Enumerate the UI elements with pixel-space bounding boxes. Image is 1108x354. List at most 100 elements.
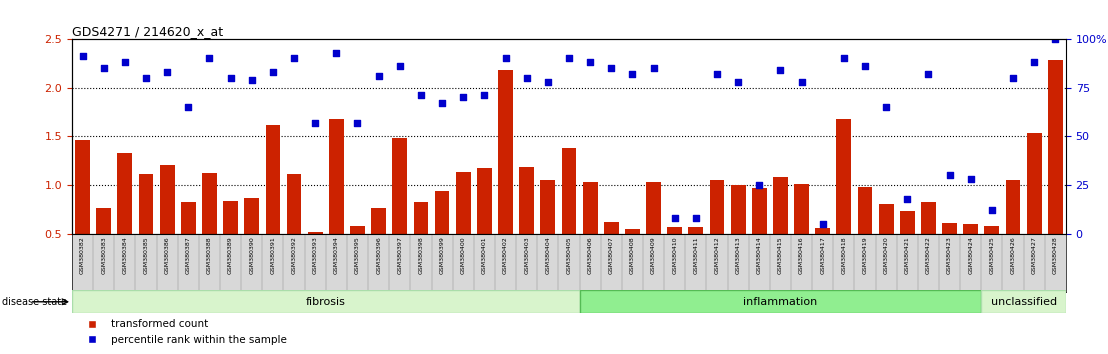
Point: [771, 67, 789, 73]
Bar: [160, 165, 175, 234]
Text: GSM380415: GSM380415: [778, 236, 783, 274]
Bar: [731, 185, 746, 234]
Text: GSM380414: GSM380414: [757, 236, 762, 274]
Text: GSM380419: GSM380419: [862, 236, 868, 274]
Point: [560, 56, 578, 61]
Bar: [434, 191, 450, 234]
Bar: [562, 148, 576, 234]
Text: GSM380423: GSM380423: [947, 236, 952, 274]
Bar: [476, 169, 492, 234]
Text: fibrosis: fibrosis: [306, 297, 346, 307]
Text: GDS4271 / 214620_x_at: GDS4271 / 214620_x_at: [72, 25, 223, 38]
Bar: [138, 174, 153, 234]
Point: [349, 120, 367, 125]
Bar: [520, 167, 534, 234]
Bar: [963, 224, 978, 234]
Bar: [245, 198, 259, 234]
Text: GSM380386: GSM380386: [165, 236, 170, 274]
Point: [835, 56, 853, 61]
Text: GSM380387: GSM380387: [186, 236, 191, 274]
Bar: [879, 204, 893, 234]
Bar: [583, 182, 597, 234]
Point: [899, 196, 916, 201]
Bar: [667, 227, 683, 234]
Bar: [604, 222, 618, 234]
Text: inflammation: inflammation: [743, 297, 818, 307]
Text: GSM380392: GSM380392: [291, 236, 297, 274]
Text: GSM380400: GSM380400: [461, 236, 465, 274]
Text: GSM380410: GSM380410: [673, 236, 677, 274]
Text: GSM380393: GSM380393: [312, 236, 318, 274]
Text: GSM380421: GSM380421: [905, 236, 910, 274]
Bar: [75, 140, 90, 234]
Point: [116, 59, 134, 65]
Point: [750, 182, 768, 188]
Bar: [773, 177, 788, 234]
Bar: [72, 290, 579, 313]
Point: [962, 176, 979, 182]
Point: [983, 207, 1001, 213]
Point: [391, 63, 409, 69]
Point: [243, 77, 260, 82]
Bar: [181, 201, 196, 234]
Point: [475, 92, 493, 98]
Bar: [117, 153, 132, 234]
Bar: [308, 232, 322, 234]
Bar: [837, 119, 851, 234]
Bar: [541, 180, 555, 234]
Point: [496, 56, 514, 61]
Bar: [942, 223, 957, 234]
Text: GSM380409: GSM380409: [652, 236, 656, 274]
Bar: [329, 119, 343, 234]
Text: disease state: disease state: [2, 297, 68, 307]
Text: GSM380428: GSM380428: [1053, 236, 1058, 274]
Text: GSM380416: GSM380416: [799, 236, 804, 274]
Text: GSM380404: GSM380404: [545, 236, 551, 274]
Bar: [646, 182, 661, 234]
Text: GSM380391: GSM380391: [270, 236, 276, 274]
Point: [137, 75, 155, 81]
Text: GSM380422: GSM380422: [926, 236, 931, 274]
Text: GSM380417: GSM380417: [820, 236, 825, 274]
Text: GSM380405: GSM380405: [566, 236, 572, 274]
Bar: [202, 173, 217, 234]
Point: [582, 59, 599, 65]
Point: [222, 75, 239, 81]
Point: [201, 56, 218, 61]
Bar: [1027, 133, 1042, 234]
Point: [708, 71, 726, 77]
Text: GSM380382: GSM380382: [80, 236, 85, 274]
Point: [264, 69, 281, 75]
Point: [1046, 36, 1064, 42]
Point: [666, 215, 684, 221]
Text: GSM380397: GSM380397: [398, 236, 402, 274]
Text: GSM380411: GSM380411: [694, 236, 698, 274]
Text: GSM380402: GSM380402: [503, 236, 509, 274]
Point: [1004, 75, 1022, 81]
Point: [370, 73, 388, 79]
Point: [328, 50, 346, 55]
Text: GSM380383: GSM380383: [101, 236, 106, 274]
Bar: [1048, 60, 1063, 234]
Point: [285, 56, 302, 61]
Point: [179, 104, 197, 110]
Point: [687, 215, 705, 221]
Text: GSM380407: GSM380407: [608, 236, 614, 274]
Text: GSM380424: GSM380424: [968, 236, 973, 274]
Text: GSM380395: GSM380395: [355, 236, 360, 274]
Point: [306, 120, 324, 125]
Text: GSM380425: GSM380425: [989, 236, 994, 274]
Bar: [1006, 180, 1020, 234]
Point: [454, 95, 472, 100]
Bar: [688, 227, 704, 234]
Point: [95, 65, 113, 71]
Text: GSM380420: GSM380420: [884, 236, 889, 274]
Bar: [815, 228, 830, 234]
Bar: [921, 202, 936, 234]
Bar: [266, 125, 280, 234]
Point: [814, 221, 832, 227]
Text: GSM380394: GSM380394: [334, 236, 339, 274]
Point: [603, 65, 620, 71]
Bar: [794, 184, 809, 234]
Bar: [625, 229, 639, 234]
